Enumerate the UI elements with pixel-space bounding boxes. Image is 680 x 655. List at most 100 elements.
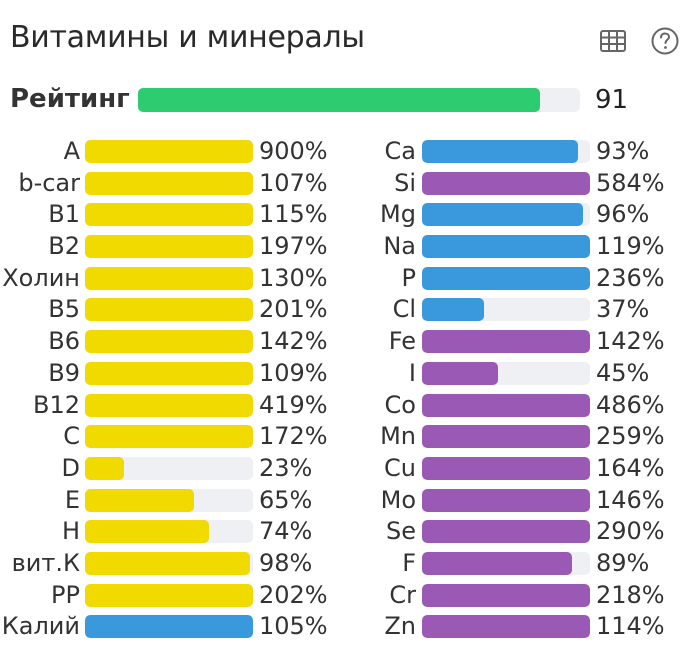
nutrient-bar-fill [85,520,210,544]
nutrient-percent: 119% [596,232,665,261]
nutrient-bar [422,583,590,607]
nutrient-row: Cl 37% [0,294,680,326]
nutrient-row: Cr 218% [0,580,680,612]
nutrient-bar-fill [85,488,195,512]
nutrient-percent: 74% [259,517,313,546]
nutrient-bar-fill [85,615,253,639]
nutrient-bar-fill [422,583,590,607]
nutrient-label: Холин [2,263,80,292]
nutrient-label: H [61,517,80,546]
nutrient-row: B12 419% [0,390,340,422]
nutrient-percent: 93% [596,137,650,165]
nutrient-row: Zn 114% [0,611,680,643]
nutrient-row: вит.К 98% [0,548,340,580]
nutrient-label: E [64,485,80,514]
nutrient-label: PP [51,580,80,609]
nutrient-bar [422,520,590,544]
nutrient-bar-fill [85,425,253,449]
nutrient-bar-fill [422,551,572,575]
help-icon [651,27,679,55]
nutrient-bar [85,298,253,322]
nutrient-row: B9 109% [0,358,340,390]
nutrient-percent: 259% [596,422,665,451]
nutrient-row: Co 486% [0,390,680,422]
nutrient-bar [422,456,590,480]
nutrient-bar-fill [422,456,590,480]
nutrient-bar [422,298,590,322]
nutrient-row: B2 197% [0,231,340,263]
nutrient-row: P 236% [0,263,680,295]
nutrient-bar-fill [85,456,124,480]
nutrient-bar [85,361,253,385]
nutrient-row: H 74% [0,516,340,548]
rating-bar [138,88,580,112]
nutrient-label: B6 [48,327,80,356]
nutrient-percent: 142% [596,327,665,356]
nutrient-label: Cu [384,453,416,482]
nutrient-percent: 290% [596,517,665,546]
nutrient-bar [85,456,253,480]
nutrient-bar [85,266,253,290]
nutrient-label: b-car [18,168,80,197]
nutrient-row: F 89% [0,548,680,580]
rating-label: Рейтинг [10,84,130,114]
nutrient-label: Ca [384,137,416,165]
nutrient-row: Fe 142% [0,326,680,358]
nutrient-percent: 236% [596,263,665,292]
vitamins-list: A 900% b-car 107% B1 115% B2 197% Холин 130% B5 201… [0,136,340,643]
nutrient-bar-fill [422,520,590,544]
nutrient-bar-fill [85,393,253,417]
nutrient-label: P [401,263,416,292]
nutrient-bar [85,583,253,607]
nutrient-label: B9 [48,358,80,387]
nutrient-label: Cr [389,580,416,609]
nutrient-percent: 201% [259,295,328,324]
nutrient-row: E 65% [0,485,340,517]
nutrient-bar-fill [85,551,250,575]
nutrient-percent: 115% [259,200,328,229]
nutrient-label: Fe [388,327,416,356]
nutrient-bar-fill [422,298,485,322]
table-icon [600,30,626,52]
nutrient-row: B1 115% [0,199,340,231]
nutrient-bar-fill [85,330,253,354]
nutrient-bar [422,235,590,259]
nutrient-bar [85,171,253,195]
nutrient-percent: 65% [259,485,313,514]
nutrient-percent: 96% [596,200,650,229]
page-title: Витамины и минералы [10,20,365,55]
help-button[interactable] [650,26,680,56]
nutrient-percent: 146% [596,485,665,514]
nutrient-row: Mn 259% [0,421,680,453]
nutrient-bar [85,393,253,417]
minerals-list: Ca 93% Si 584% Mg 96% Na 119% P 236% Cl 37% Fe 142% I 4… [0,136,680,643]
nutrient-percent: 45% [596,358,650,387]
nutrient-percent: 98% [259,548,313,577]
nutrient-bar [422,361,590,385]
nutrient-bar [85,140,253,163]
nutrient-row: I 45% [0,358,680,390]
nutrient-row: Холин 130% [0,263,340,295]
rating-bar-fill [138,88,541,112]
nutrient-row: Калий 105% [0,611,340,643]
nutrient-percent: 23% [259,453,313,482]
nutrient-row: Mo 146% [0,485,680,517]
nutrient-row: b-car 107% [0,168,340,200]
nutrient-percent: 164% [596,453,665,482]
nutrient-row: B6 142% [0,326,340,358]
nutrient-bar [85,235,253,259]
nutrient-label: Калий [1,612,80,641]
nutrient-bar-fill [422,361,498,385]
nutrient-label: D [61,453,80,482]
nutrient-label: Cl [392,295,416,324]
nutrient-bar-fill [85,361,253,385]
table-view-button[interactable] [598,26,628,56]
nutrient-label: Na [383,232,416,261]
nutrient-percent: 105% [259,612,328,641]
nutrient-bar-fill [422,266,590,290]
nutrient-bar-fill [422,171,590,195]
nutrient-bar [422,266,590,290]
nutrient-percent: 114% [596,612,665,641]
nutrient-bar-fill [85,203,253,227]
nutrient-bar-fill [85,583,253,607]
